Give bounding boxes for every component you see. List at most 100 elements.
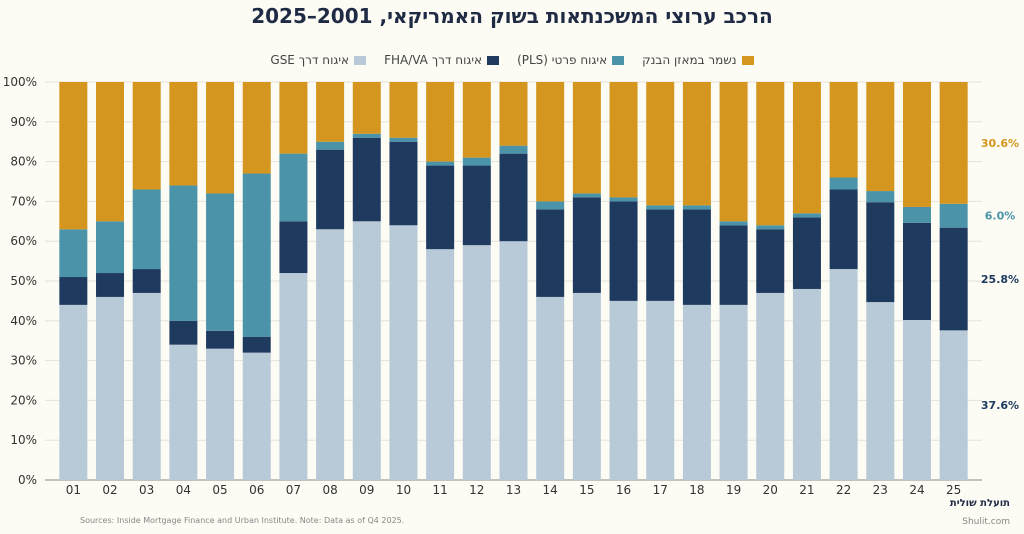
bar-segment bbox=[902, 320, 931, 480]
bar-segment bbox=[902, 222, 931, 321]
legend-swatch bbox=[354, 55, 367, 65]
bar-segment bbox=[499, 145, 528, 154]
bar-segment bbox=[719, 225, 748, 305]
x-tick-label: 24 bbox=[909, 483, 924, 497]
bar-segment bbox=[96, 221, 125, 274]
x-tick-label: 19 bbox=[726, 483, 741, 497]
legend-label: איגוח דרך FHA/VA bbox=[384, 53, 483, 67]
x-tick-label: 04 bbox=[176, 483, 191, 497]
bar-segment bbox=[206, 82, 235, 194]
bar-segment bbox=[352, 221, 381, 481]
bar-segment bbox=[352, 137, 381, 222]
bar-segment bbox=[939, 330, 968, 480]
bar-segment bbox=[756, 292, 785, 480]
x-tick-label: 13 bbox=[506, 483, 521, 497]
bar-segment bbox=[829, 82, 858, 178]
x-tick-label: 09 bbox=[359, 483, 374, 497]
bar-segment bbox=[242, 173, 271, 337]
brand-label: תועלת שולית bbox=[949, 498, 1010, 509]
y-tick-label: 40% bbox=[10, 314, 37, 328]
x-tick-label: 01 bbox=[66, 483, 81, 497]
bar-segment bbox=[646, 300, 675, 480]
bar-segment bbox=[902, 206, 931, 223]
legend-item-bank: נשמר במאזן הבנק bbox=[642, 53, 754, 67]
x-tick-label: 16 bbox=[616, 483, 631, 497]
bar-segment bbox=[132, 292, 161, 480]
bar-segment bbox=[242, 82, 271, 174]
bar-segment bbox=[206, 348, 235, 480]
bar-segment bbox=[719, 221, 748, 226]
x-tick-label: 18 bbox=[689, 483, 704, 497]
bar-segment bbox=[792, 288, 821, 480]
bar-segment bbox=[389, 141, 418, 226]
bar-segment bbox=[792, 217, 821, 289]
bar-segment bbox=[389, 137, 418, 142]
legend-item-fha: איגוח דרך FHA/VA bbox=[384, 53, 500, 67]
bar-segment bbox=[462, 82, 491, 158]
bar-segment bbox=[499, 241, 528, 480]
bar-segment bbox=[572, 197, 601, 293]
bar-segment bbox=[609, 201, 638, 301]
bar-segment bbox=[132, 269, 161, 293]
bar-segment bbox=[316, 82, 345, 142]
bar-segment bbox=[169, 320, 198, 345]
bar-segment bbox=[96, 296, 125, 480]
y-tick-label: 90% bbox=[10, 115, 37, 129]
bar-segment bbox=[462, 245, 491, 480]
legend-swatch bbox=[612, 55, 625, 65]
bar-segment bbox=[132, 82, 161, 190]
bar-segment bbox=[389, 225, 418, 480]
bar-segment bbox=[646, 82, 675, 206]
legend-swatch bbox=[487, 55, 500, 65]
bar-segment bbox=[169, 185, 198, 321]
source-note: Sources: Inside Mortgage Finance and Urb… bbox=[80, 516, 405, 525]
bar-segment bbox=[279, 273, 308, 480]
bar-segment bbox=[206, 330, 235, 349]
bar-segment bbox=[792, 82, 821, 214]
bar-segment bbox=[462, 157, 491, 166]
bar-segment bbox=[426, 82, 455, 162]
bar-segment bbox=[352, 82, 381, 134]
end-value-label: 6.0% bbox=[985, 210, 1016, 223]
bar-segment bbox=[866, 82, 895, 192]
y-tick-label: 70% bbox=[10, 194, 37, 208]
site-link[interactable]: Shulit.com bbox=[962, 517, 1010, 527]
bar-segment bbox=[756, 82, 785, 226]
chart-title: הרכב ערוצי המשכנתאות בשוק האמריקאי, 2001… bbox=[251, 4, 773, 28]
bar-segment bbox=[866, 202, 895, 303]
legend-label: איגוח דרך GSE bbox=[270, 53, 350, 67]
bar-segment bbox=[572, 292, 601, 480]
bar-segment bbox=[426, 249, 455, 480]
end-value-label: 37.6% bbox=[981, 399, 1019, 412]
bar-segment bbox=[279, 221, 308, 274]
bar-segment bbox=[352, 133, 381, 138]
y-tick-label: 50% bbox=[10, 274, 37, 288]
bar-segment bbox=[536, 209, 565, 297]
bar-segment bbox=[829, 189, 858, 270]
bar-segment bbox=[426, 165, 455, 250]
y-tick-label: 60% bbox=[10, 234, 37, 248]
bar-segment bbox=[939, 82, 968, 204]
bar-segment bbox=[682, 304, 711, 480]
end-value-label: 25.8% bbox=[981, 273, 1019, 286]
legend-label: נשמר במאזן הבנק bbox=[642, 53, 737, 67]
bar-segment bbox=[169, 344, 198, 480]
y-tick-label: 0% bbox=[18, 473, 37, 487]
y-tick-label: 80% bbox=[10, 155, 37, 169]
bar-segment bbox=[609, 300, 638, 480]
bar-segment bbox=[866, 191, 895, 203]
x-tick-label: 25 bbox=[946, 483, 961, 497]
bar-segment bbox=[389, 82, 418, 138]
y-tick-label: 20% bbox=[10, 393, 37, 407]
bar-segment bbox=[756, 229, 785, 293]
x-tick-label: 17 bbox=[653, 483, 668, 497]
bar-segment bbox=[499, 82, 528, 146]
x-tick-label: 07 bbox=[286, 483, 301, 497]
x-tick-label: 08 bbox=[322, 483, 337, 497]
x-tick-label: 23 bbox=[873, 483, 888, 497]
y-tick-label: 30% bbox=[10, 354, 37, 368]
x-tick-label: 12 bbox=[469, 483, 484, 497]
bar-segment bbox=[536, 82, 565, 202]
bar-segment bbox=[572, 82, 601, 194]
legend-item-pls: איגוח פרטי (PLS) bbox=[517, 53, 625, 67]
